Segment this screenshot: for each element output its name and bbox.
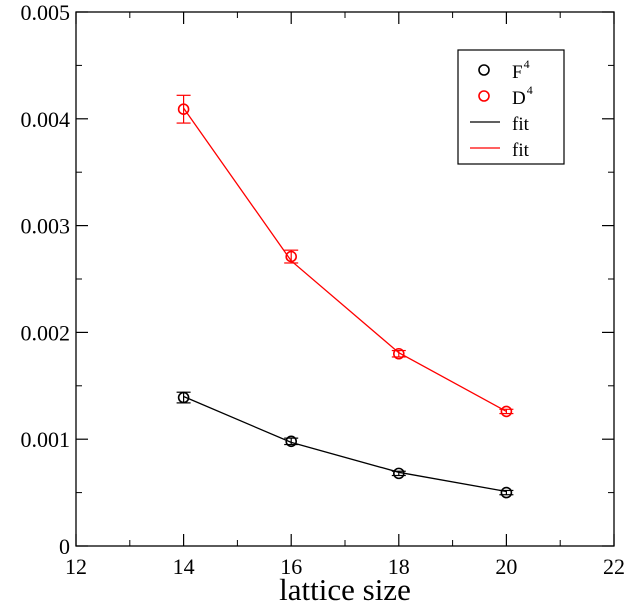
legend-label: fit [512,114,530,135]
x-tick-label: 16 [280,554,302,579]
legend-label-superscript: 4 [527,83,533,97]
data-point-series-1 [177,103,190,115]
legend-label-superscript: 4 [524,57,530,71]
data-point-series-0 [500,486,513,499]
legend-label: F [512,62,523,83]
data-point-series-0 [285,435,298,448]
plot-frame [75,11,615,547]
data-point-series-1 [392,347,405,360]
axis-labels: lattice size [279,572,411,607]
data-point-series-0 [392,467,405,480]
legend-marker [478,90,490,102]
y-tick-label: 0 [59,534,70,559]
x-tick-label: 20 [495,554,517,579]
data-point-series-0 [177,391,190,404]
y-tick-label: 0.004 [21,107,71,132]
data-point-series-1 [500,405,513,418]
legend-label: fit [512,140,530,161]
y-tick-label: 0.003 [21,214,71,239]
x-tick-label: 12 [65,554,87,579]
fit-line-series-3 [183,107,507,413]
legend-marker [478,64,490,76]
plot-area [176,94,514,499]
axis-ticks: 12 14 16 18 20 22 0 0.001 0.002 0.003 0.004 0.005 [21,0,626,579]
x-tick-label: 22 [603,554,625,579]
legend-label: D [512,88,526,109]
data-point-series-1 [285,250,298,263]
y-tick-label: 0.001 [21,427,71,452]
x-tick-label: 14 [173,554,195,579]
fit-line-series-2 [183,395,507,493]
x-tick-label: 18 [388,554,410,579]
y-tick-label: 0.002 [21,320,71,345]
x-axis-label: lattice size [279,572,411,607]
legend-box [457,49,565,165]
y-tick-label: 0.005 [21,0,71,25]
